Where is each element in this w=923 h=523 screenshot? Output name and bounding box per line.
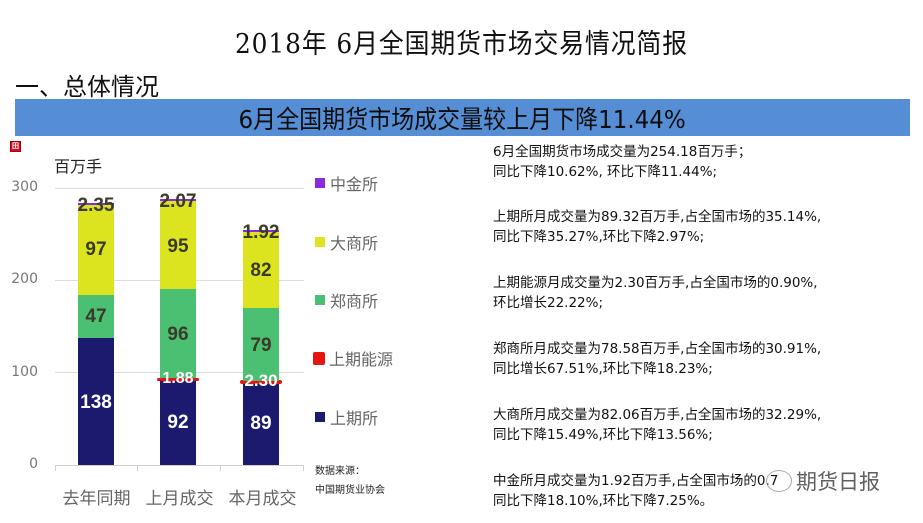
label-czce: 47 (85, 306, 107, 327)
legend-swatch-icon (313, 351, 325, 365)
legend-item-czce: 郑商所 (315, 288, 378, 312)
segment-cffex (243, 230, 279, 232)
legend-item-ine: 上期能源 (313, 346, 393, 370)
segment-dce (243, 232, 279, 308)
legend-item-cffex: 中金所 (315, 171, 378, 195)
label-dce: 95 (167, 236, 189, 257)
x-label-last-year: 去年同期 (62, 489, 131, 509)
segment-dce (160, 201, 196, 289)
gridline-300 (55, 188, 304, 189)
note-ine: 上期能源月成交量为2.30百万手,占全国市场的0.90%, 环比增长22.22%… (493, 275, 818, 311)
document-title: 2018年 6月全国期货市场交易情况简报 (234, 29, 689, 60)
watermark-text: 期货日报 (796, 470, 880, 494)
label-shfe: 89 (250, 413, 272, 434)
label-shfe: 138 (80, 392, 112, 413)
stacked-bar-chart: 百万手 300 200 100 0 138 47 97 2.35 92 1.88… (0, 140, 480, 523)
x-axis-line (55, 465, 304, 466)
watermark: 期货日报 (766, 466, 880, 496)
legend-item-dce: 大商所 (315, 230, 378, 254)
y-tick-0: 0 (29, 456, 38, 472)
source-label: 数据来源： (315, 466, 365, 477)
bar-this-month: 89 2.30 79 82 1.92 (240, 140, 282, 465)
segment-cffex (78, 203, 114, 205)
x-tick-mark (55, 465, 56, 471)
note-shfe: 上期所月成交量为89.32百万手,占全国市场的35.14%, 同比下降35.27… (493, 209, 822, 245)
y-tick-100: 100 (11, 364, 38, 380)
legend-label: 上期能源 (329, 350, 394, 369)
y-tick-300: 300 (11, 179, 38, 195)
note-cffex: 中金所月成交量为1.92百万手,占全国市场的0.7 同比下降18.10%,环比下… (493, 473, 779, 509)
label-czce: 96 (167, 324, 189, 345)
segment-czce (160, 289, 196, 378)
label-dce: 82 (250, 260, 272, 281)
data-source: 数据来源： 中国期货业协会 (315, 462, 385, 500)
label-ine: 1.88 (162, 370, 194, 387)
legend-label: 大商所 (330, 234, 379, 253)
label-cffex: 2.35 (77, 195, 115, 216)
label-shfe: 92 (167, 412, 189, 433)
label-cffex: 2.07 (159, 191, 197, 212)
headline-text: 6月全国期货市场成交量较上月下降11.44% (238, 104, 687, 134)
y-tick-200: 200 (11, 271, 38, 287)
note-dce: 大商所月成交量为82.06百万手,占全国市场的32.29%, 同比下降15.49… (493, 407, 822, 443)
segment-shfe (78, 338, 114, 465)
segment-czce (78, 295, 114, 338)
label-czce: 79 (250, 335, 272, 356)
note-total: 6月全国期货市场成交量为254.18百万手； 同比下降10.62%, 环比下降1… (493, 144, 752, 180)
label-dce: 97 (85, 239, 107, 260)
legend-swatch-icon (315, 295, 325, 305)
headline-banner: 6月全国期货市场成交量较上月下降11.44% (15, 99, 910, 136)
segment-shfe (243, 383, 279, 465)
y-axis-unit-label: 百万手 (54, 157, 103, 176)
legend-swatch-icon (315, 237, 325, 247)
legend-label: 中金所 (330, 175, 379, 194)
bar-last-year: 138 47 97 2.35 (78, 140, 114, 465)
section-title: 一、总体情况 (15, 73, 159, 101)
legend-item-shfe: 上期所 (315, 405, 378, 429)
x-tick-mark (220, 465, 221, 471)
segment-shfe (160, 380, 196, 465)
legend-label: 郑商所 (330, 292, 379, 311)
legend-swatch-icon (315, 178, 325, 188)
x-label-this-month: 本月成交 (228, 489, 297, 509)
legend-label: 上期所 (330, 409, 379, 428)
x-tick-mark (303, 465, 304, 471)
label-cffex: 1.92 (242, 222, 280, 243)
wechat-icon (766, 470, 792, 492)
label-ine: 2.30 (244, 371, 278, 390)
bar-last-month: 92 1.88 96 95 2.07 (157, 140, 199, 465)
note-czce: 郑商所月成交量为78.58百万手,占全国市场的30.91%, 同比增长67.51… (493, 341, 822, 377)
segment-cffex (160, 199, 196, 201)
x-label-last-month: 上月成交 (145, 489, 214, 509)
segment-czce (243, 308, 279, 381)
logo-icon: 田 (10, 141, 21, 152)
segment-dce (78, 205, 114, 295)
segment-ine (157, 378, 199, 381)
segment-ine (240, 380, 282, 384)
legend-swatch-icon (315, 412, 325, 422)
source-name: 中国期货业协会 (315, 485, 385, 496)
x-tick-mark (137, 465, 138, 471)
